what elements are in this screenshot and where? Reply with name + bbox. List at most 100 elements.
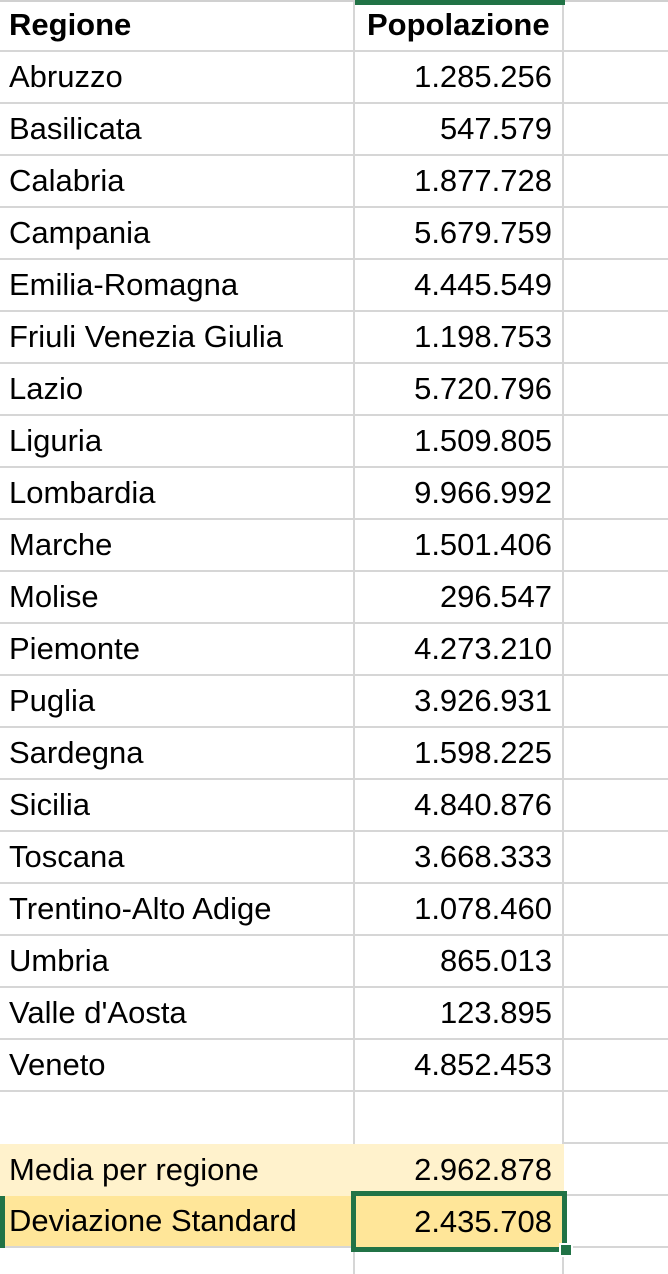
table-row: Toscana 3.668.333 [0,832,668,884]
empty-cell[interactable] [564,1196,668,1248]
population-cell[interactable]: 4.840.876 [355,780,564,832]
empty-cell[interactable] [564,156,668,208]
fill-handle[interactable] [559,1243,573,1257]
region-cell[interactable]: Liguria [0,416,355,468]
population-cell[interactable]: 547.579 [355,104,564,156]
region-cell[interactable]: Friuli Venezia Giulia [0,312,355,364]
population-cell[interactable]: 865.013 [355,936,564,988]
population-cell[interactable]: 1.198.753 [355,312,564,364]
region-cell[interactable]: Molise [0,572,355,624]
region-cell[interactable]: Trentino-Alto Adige [0,884,355,936]
table-row: Molise 296.547 [0,572,668,624]
table-row: Trentino-Alto Adige 1.078.460 [0,884,668,936]
table-row: Umbria 865.013 [0,936,668,988]
population-cell[interactable]: 9.966.992 [355,468,564,520]
region-cell[interactable]: Sicilia [0,780,355,832]
region-cell[interactable]: Umbria [0,936,355,988]
population-cell[interactable]: 4.273.210 [355,624,564,676]
column-header-empty[interactable] [564,0,668,52]
header-row: Regione Popolazione [0,0,668,52]
population-cell[interactable]: 296.547 [355,572,564,624]
population-cell[interactable]: 3.926.931 [355,676,564,728]
population-cell[interactable]: 1.501.406 [355,520,564,572]
table-row: Piemonte 4.273.210 [0,624,668,676]
table-row: Calabria 1.877.728 [0,156,668,208]
empty-cell[interactable] [564,416,668,468]
empty-cell[interactable] [564,884,668,936]
empty-cell[interactable] [564,780,668,832]
table-row: Abruzzo 1.285.256 [0,52,668,104]
empty-cell[interactable] [564,676,668,728]
empty-cell[interactable] [564,1092,668,1144]
empty-cell[interactable] [355,1092,564,1144]
population-cell[interactable]: 5.679.759 [355,208,564,260]
population-cell[interactable]: 123.895 [355,988,564,1040]
empty-cell[interactable] [564,1040,668,1092]
deviazione-row: Deviazione Standard 2.435.708 [0,1196,668,1248]
empty-cell[interactable] [564,260,668,312]
table-row: Sicilia 4.840.876 [0,780,668,832]
column-header-regione[interactable]: Regione [0,0,355,52]
deviazione-label-cell[interactable]: Deviazione Standard [0,1196,355,1248]
empty-cell[interactable] [564,520,668,572]
table-body: Abruzzo 1.285.256 Basilicata 547.579 Cal… [0,52,668,1092]
column-header-popolazione[interactable]: Popolazione [355,0,564,52]
empty-cell[interactable] [0,1092,355,1144]
region-cell[interactable]: Toscana [0,832,355,884]
population-cell[interactable]: 1.877.728 [355,156,564,208]
empty-cell[interactable] [564,364,668,416]
selected-column-indicator [355,0,565,5]
region-cell[interactable]: Basilicata [0,104,355,156]
region-cell[interactable]: Piemonte [0,624,355,676]
table-row: Lazio 5.720.796 [0,364,668,416]
table-row: Puglia 3.926.931 [0,676,668,728]
empty-cell[interactable] [564,988,668,1040]
empty-cell[interactable] [564,312,668,364]
table-row: Friuli Venezia Giulia 1.198.753 [0,312,668,364]
media-value-cell[interactable]: 2.962.878 [355,1144,564,1196]
region-cell[interactable]: Valle d'Aosta [0,988,355,1040]
region-cell[interactable]: Calabria [0,156,355,208]
population-cell[interactable]: 4.852.453 [355,1040,564,1092]
empty-cell[interactable] [564,1248,668,1274]
table-row: Marche 1.501.406 [0,520,668,572]
empty-cell[interactable] [564,832,668,884]
table-row: Liguria 1.509.805 [0,416,668,468]
region-cell[interactable]: Campania [0,208,355,260]
region-cell[interactable]: Lazio [0,364,355,416]
selected-row-indicator [0,1196,5,1248]
population-cell[interactable]: 3.668.333 [355,832,564,884]
table-row: Sardegna 1.598.225 [0,728,668,780]
population-cell[interactable]: 1.285.256 [355,52,564,104]
population-cell[interactable]: 1.598.225 [355,728,564,780]
media-label-cell[interactable]: Media per regione [0,1144,355,1196]
empty-cell[interactable] [564,52,668,104]
population-cell[interactable]: 1.509.805 [355,416,564,468]
media-row: Media per regione 2.962.878 [0,1144,668,1196]
empty-cell[interactable] [564,468,668,520]
region-cell[interactable]: Emilia-Romagna [0,260,355,312]
empty-cell[interactable] [564,104,668,156]
empty-cell[interactable] [564,208,668,260]
table-row: Veneto 4.852.453 [0,1040,668,1092]
population-cell[interactable]: 5.720.796 [355,364,564,416]
region-cell[interactable]: Sardegna [0,728,355,780]
population-cell[interactable]: 1.078.460 [355,884,564,936]
table-row: Lombardia 9.966.992 [0,468,668,520]
empty-cell[interactable] [355,1248,564,1274]
empty-cell[interactable] [564,624,668,676]
region-cell[interactable]: Veneto [0,1040,355,1092]
empty-cell[interactable] [0,1248,355,1274]
empty-cell[interactable] [564,572,668,624]
empty-cell[interactable] [564,936,668,988]
empty-cell[interactable] [564,1144,668,1196]
empty-cell[interactable] [564,728,668,780]
deviazione-value-cell selected-cell[interactable]: 2.435.708 [355,1196,564,1248]
region-cell[interactable]: Marche [0,520,355,572]
region-cell[interactable]: Puglia [0,676,355,728]
table-row: Valle d'Aosta 123.895 [0,988,668,1040]
population-cell[interactable]: 4.445.549 [355,260,564,312]
region-cell[interactable]: Lombardia [0,468,355,520]
region-cell[interactable]: Abruzzo [0,52,355,104]
